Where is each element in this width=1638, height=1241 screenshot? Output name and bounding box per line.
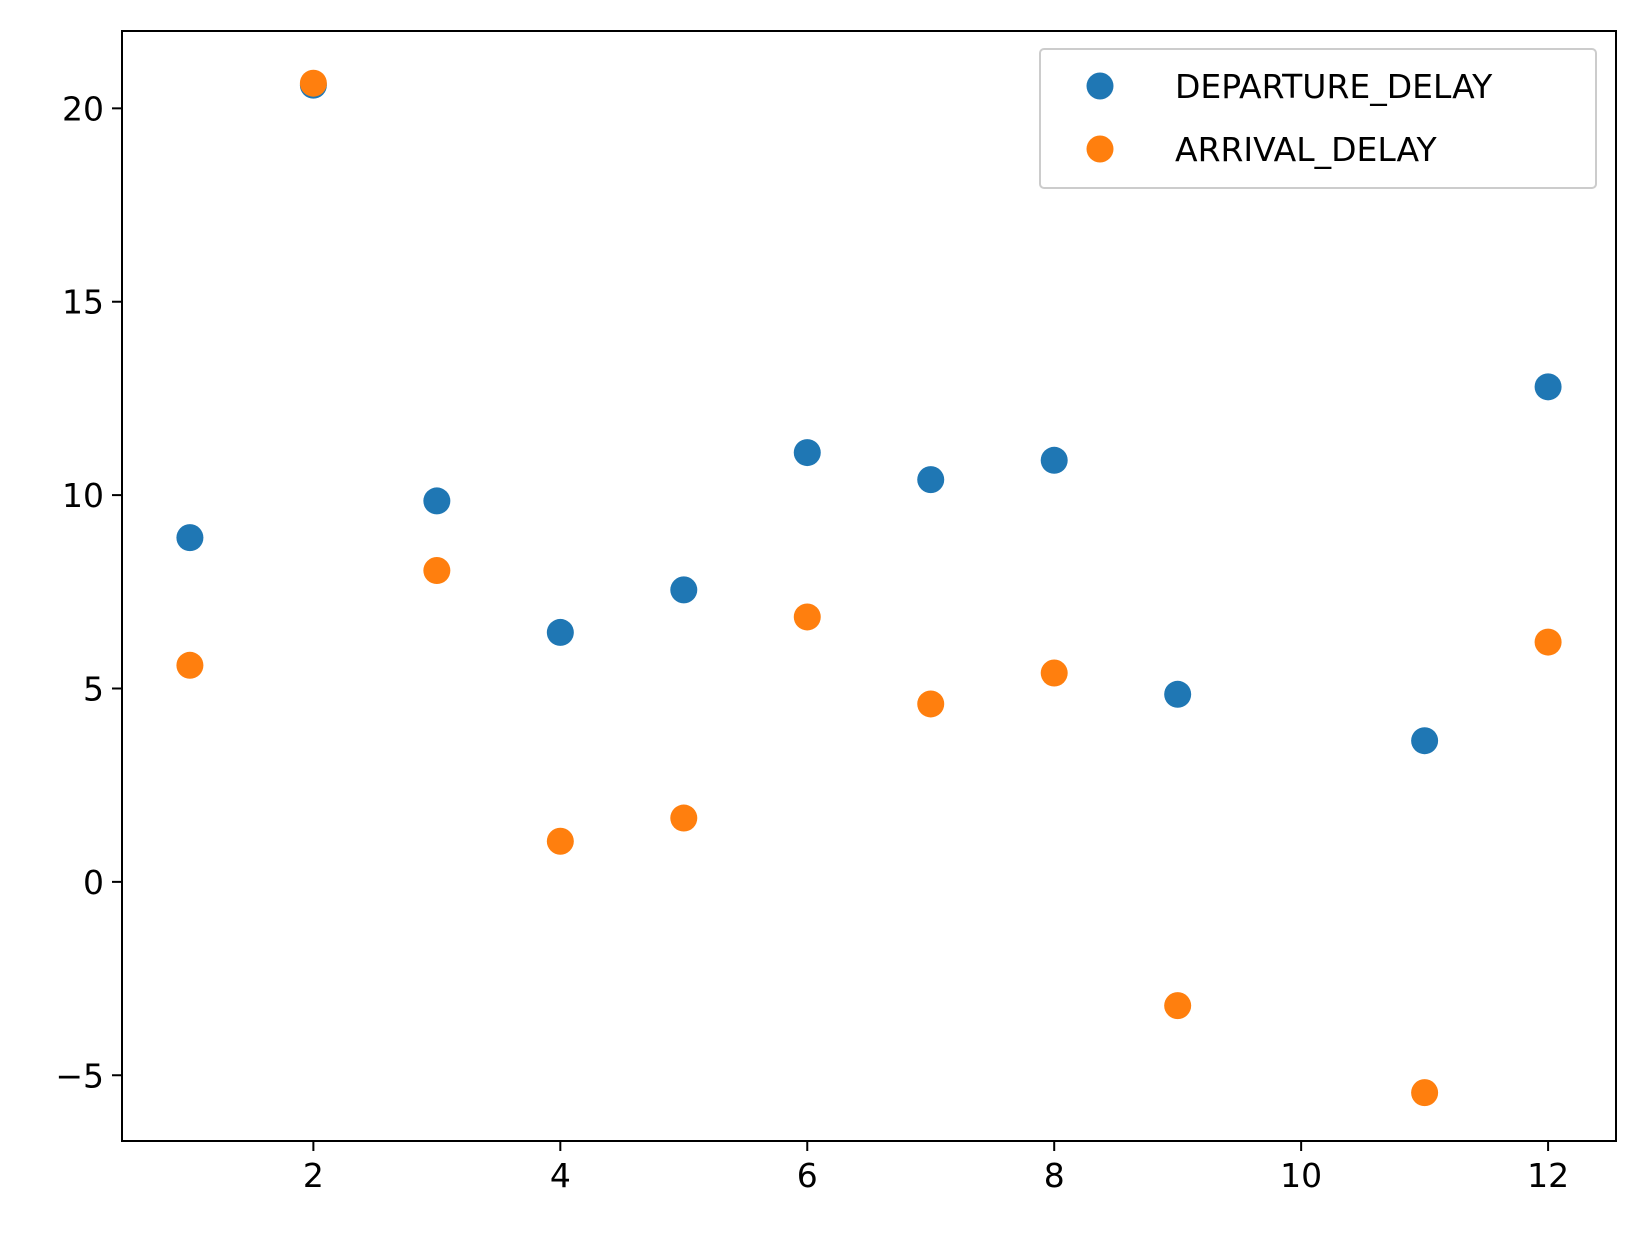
data-point	[917, 466, 945, 494]
data-point	[546, 827, 574, 855]
y-tick-label: 20	[62, 89, 104, 128]
legend-marker	[1086, 135, 1114, 163]
data-point	[1534, 373, 1562, 401]
x-tick-label: 4	[550, 1156, 571, 1195]
plot-frame	[121, 30, 1617, 1142]
data-point	[299, 69, 327, 97]
legend-item: ARRIVAL_DELAY	[1086, 130, 1438, 169]
legend: DEPARTURE_DELAY ARRIVAL_DELAY	[1039, 48, 1597, 189]
y-tick-label: 15	[62, 283, 104, 322]
series-arrival-delay	[176, 69, 1562, 1107]
legend-label: DEPARTURE_DELAY	[1175, 67, 1493, 106]
data-point	[1040, 659, 1068, 687]
data-point	[1411, 727, 1439, 755]
x-tick-label: 12	[1527, 1156, 1569, 1195]
data-point	[1534, 628, 1562, 656]
data-point	[1164, 680, 1192, 708]
data-point	[423, 487, 451, 515]
data-point	[1164, 992, 1192, 1020]
data-point	[176, 651, 204, 679]
x-tick-label: 2	[303, 1156, 324, 1195]
data-point	[670, 804, 698, 832]
x-tick-label: 8	[1044, 1156, 1065, 1195]
data-points	[176, 69, 1562, 1107]
y-tick-label: 0	[83, 863, 104, 902]
data-point	[546, 618, 574, 646]
x-tick-label: 6	[797, 1156, 818, 1195]
x-axis: 2 4 6 8 10 12	[303, 1141, 1569, 1195]
x-tick-label: 10	[1280, 1156, 1322, 1195]
data-point	[423, 557, 451, 585]
data-point	[1040, 446, 1068, 474]
data-point	[1411, 1079, 1439, 1107]
data-point	[793, 439, 821, 467]
legend-marker	[1086, 72, 1114, 100]
legend-label: ARRIVAL_DELAY	[1175, 130, 1438, 169]
legend-item: DEPARTURE_DELAY	[1086, 67, 1493, 106]
y-tick-label: 5	[83, 669, 104, 708]
data-point	[670, 576, 698, 604]
y-tick-label: 10	[62, 476, 104, 515]
y-axis: −5 0 5 10 15 20	[55, 89, 122, 1095]
data-point	[176, 524, 204, 552]
y-tick-label: −5	[55, 1056, 104, 1095]
data-point	[793, 603, 821, 631]
data-point	[917, 690, 945, 718]
legend-box	[1039, 48, 1597, 189]
